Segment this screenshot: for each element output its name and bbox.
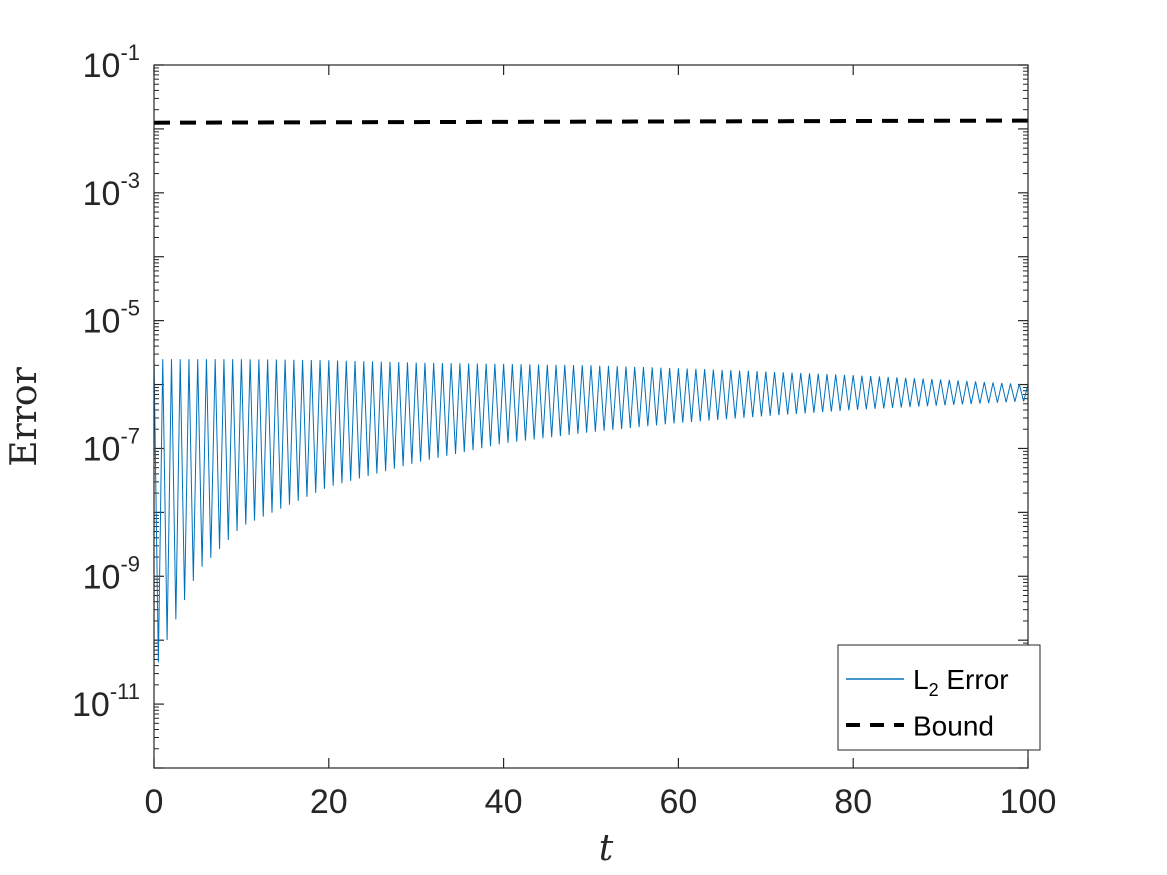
x-tick-label: 60	[659, 783, 697, 821]
y-tick-label: 10-3	[83, 168, 140, 213]
x-tick-label: 100	[1000, 783, 1057, 821]
legend-label-bound: Bound	[913, 710, 994, 741]
x-axis-title: t	[599, 828, 614, 869]
legend: L2 Error Bound	[837, 644, 1041, 751]
y-tick-label: 10-1	[83, 40, 140, 85]
legend-box	[837, 644, 1041, 751]
x-tick-label: 40	[485, 783, 523, 821]
axes-box	[153, 64, 1029, 769]
series-line-l2-error	[153, 359, 1029, 663]
y-tick-label: 10-5	[83, 296, 140, 341]
series-layer	[153, 118, 1029, 663]
y-tick-label: 10-11	[72, 679, 140, 724]
legend-label-l2-error: L2 Error	[913, 664, 1009, 699]
x-tick-labels: 0 20 40 60 80 100	[145, 783, 1057, 821]
y-tick-label: 10-7	[83, 423, 140, 468]
y-tick-label: 10-9	[83, 551, 140, 596]
y-axis-title: Error	[4, 366, 45, 466]
series-line-bound	[153, 118, 1029, 125]
y-tick-labels: 10-1 10-3 10-5 10-7 10-9 10-11	[72, 40, 140, 724]
x-tick-label: 0	[145, 783, 164, 821]
x-tick-label: 20	[310, 783, 348, 821]
x-tick-label: 80	[834, 783, 872, 821]
